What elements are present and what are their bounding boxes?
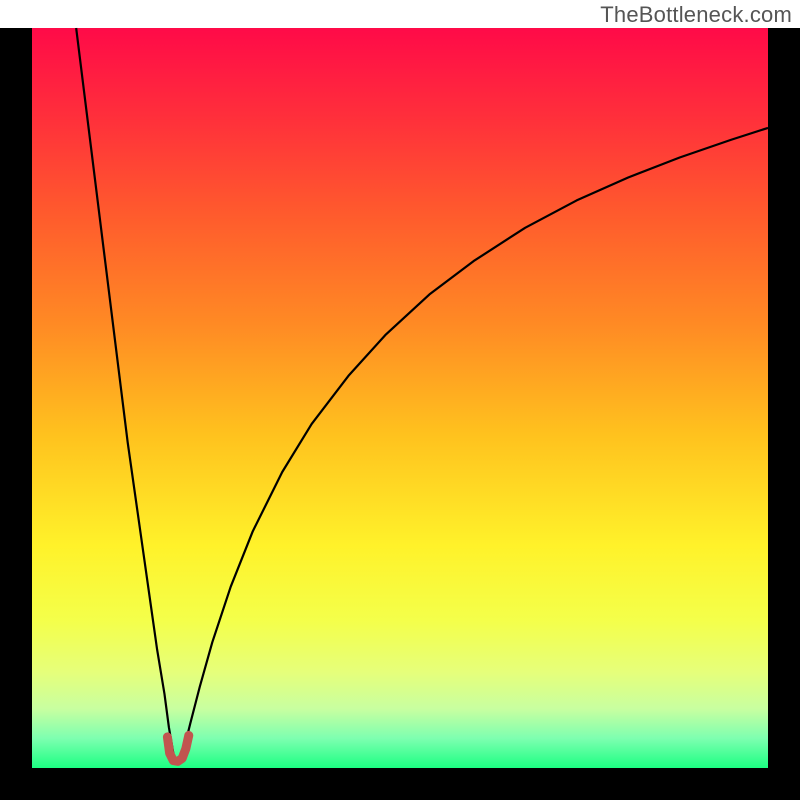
watermark-text: TheBottleneck.com bbox=[600, 2, 792, 28]
bottleneck-chart bbox=[0, 0, 800, 800]
plot-background bbox=[32, 28, 768, 768]
chart-root: TheBottleneck.com bbox=[0, 0, 800, 800]
